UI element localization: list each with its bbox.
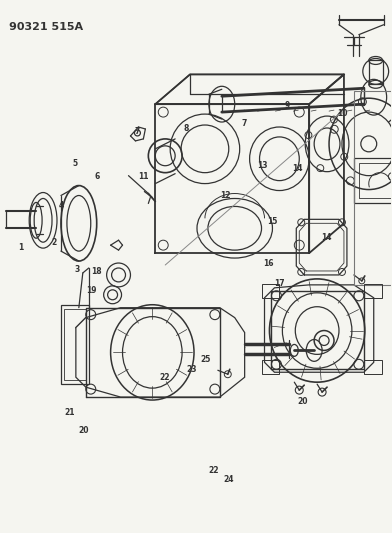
Text: 13: 13 [257, 161, 267, 171]
Text: 16: 16 [263, 260, 273, 268]
Text: 9: 9 [285, 101, 290, 110]
Text: 11: 11 [138, 172, 149, 181]
Bar [61, 305, 89, 384]
Text: 17: 17 [274, 279, 285, 288]
Text: 4: 4 [59, 201, 64, 210]
Text: 7: 7 [242, 119, 247, 128]
Text: 6: 6 [94, 172, 100, 181]
Text: 22: 22 [160, 373, 170, 382]
Bar [364, 284, 382, 298]
Bar [64, 309, 86, 380]
Text: 25: 25 [201, 354, 211, 364]
Text: 2: 2 [51, 238, 56, 247]
Polygon shape [76, 318, 245, 370]
Text: 22: 22 [208, 466, 219, 475]
Text: 8: 8 [183, 124, 189, 133]
Text: 24: 24 [224, 475, 234, 484]
Bar [261, 360, 279, 374]
Bar [261, 284, 279, 298]
Text: 90321 515A: 90321 515A [9, 22, 83, 32]
Bar [364, 360, 382, 374]
Text: 20: 20 [78, 426, 88, 435]
Text: 12: 12 [220, 191, 230, 199]
Text: 15: 15 [267, 217, 277, 226]
Text: 7: 7 [135, 127, 140, 136]
Text: 14: 14 [321, 233, 332, 242]
Bar [359, 163, 392, 198]
Text: 21: 21 [64, 408, 75, 416]
Bar [354, 158, 392, 204]
Polygon shape [76, 308, 245, 397]
Text: 18: 18 [91, 267, 102, 276]
Text: 19: 19 [86, 286, 96, 295]
Text: 14: 14 [292, 164, 303, 173]
Text: 10: 10 [337, 109, 347, 117]
Text: 23: 23 [187, 365, 197, 374]
Bar [354, 91, 392, 285]
Text: 20: 20 [298, 397, 308, 406]
Text: 1: 1 [18, 244, 24, 253]
Text: 3: 3 [74, 265, 80, 273]
Text: 5: 5 [73, 159, 78, 168]
Polygon shape [265, 285, 374, 372]
